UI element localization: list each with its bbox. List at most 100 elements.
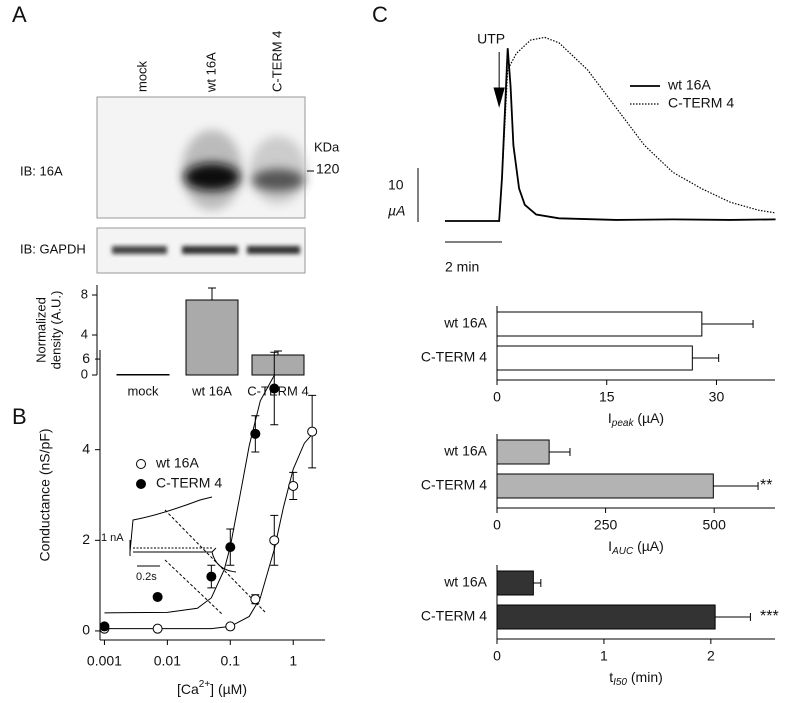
x-tick-label: 0.1 [221,653,241,669]
inset-scale: 0.2s [136,571,157,583]
y-tick-label: C-TERM 4 [421,477,487,493]
bar [185,299,239,376]
bar [496,439,550,465]
legend-marker [136,459,146,469]
scale-label: 2 min [445,259,479,275]
y-tick-label: 0 [82,622,90,638]
legend-label: wt 16A [667,77,711,93]
arrow [493,52,505,108]
label-part: I [608,410,612,426]
error-bar [713,482,759,490]
marker: 120 [316,161,340,177]
point [225,621,236,632]
label-part: peak [611,418,635,429]
label-part: 2+ [199,679,211,690]
blot-row-label: IB: GAPDH [20,241,86,256]
marker-unit: KDa [314,139,340,154]
fit-curve [104,375,275,614]
inset-trace [129,496,266,615]
scale-label: µA [388,203,405,219]
point [225,542,236,553]
point [269,535,280,546]
y-tick-label: 0 [81,366,88,381]
significance: ** [760,477,772,494]
y-tick-label: C-TERM 4 [421,608,487,624]
x-tick-label: 1 [289,653,297,669]
y-tick-label: wt 16A [443,315,487,331]
x-axis-label: tI50 (min) [609,669,663,688]
annotation: UTP [477,31,505,47]
error-bar [208,287,216,300]
bar [496,473,714,499]
x-tick-label: wt 16A [191,383,232,398]
x-tick-label: 2 [707,648,715,664]
y-tick-label: wt 16A [443,443,487,459]
point [307,426,318,437]
x-tick-label: 30 [709,389,725,405]
legend-label: C-TERM 4 [156,475,222,491]
bar [496,604,716,630]
error-bar [692,354,720,362]
y-axis-label: density (A.U.) [48,291,63,370]
bar [496,311,703,337]
y-tick-label: 6 [82,350,90,366]
x-tick-label: 0 [493,648,501,664]
x-tick-label: mock [127,383,159,398]
lane-label: mock [134,60,149,92]
label-part: I50 [613,677,627,688]
lane-label: C-TERM 4 [269,31,284,92]
y-tick-label: C-TERM 4 [421,349,487,365]
point [269,383,280,394]
point [152,623,163,634]
point [152,591,163,602]
fit-curve [104,433,313,630]
x-tick-label: 0.001 [87,653,122,669]
point [288,480,299,491]
x-axis-label: Ipeak (µA) [608,410,664,429]
panel-label: C [372,2,388,27]
significance: *** [760,608,779,625]
legend-label: wt 16A [155,455,199,471]
trace [445,48,776,222]
x-tick-label: 15 [599,389,615,405]
error-bar [701,320,754,328]
y-tick-label: 4 [82,440,90,456]
y-tick-label: wt 16A [443,574,487,590]
bar [251,354,305,376]
scale-label: 10 [388,177,404,193]
trace [445,36,776,222]
inset-scale: 1 nA [101,532,124,544]
x-axis-label: IAUC (µA) [608,538,664,557]
panel-label: B [12,404,27,429]
label-part: [Ca [177,681,199,697]
blot-gapdh [96,227,306,274]
panel-label: A [12,2,27,27]
bar [496,345,693,371]
x-tick-label: 0 [493,517,501,533]
error-bar [533,579,542,587]
y-tick-label: 2 [82,531,90,547]
label-part: (µA) [633,538,664,554]
y-tick-label: 8 [81,286,88,301]
y-axis-label: Normalized [33,297,48,363]
label-part: t [609,669,613,685]
x-tick-label: 1 [600,648,608,664]
legend-label: C-TERM 4 [668,95,734,111]
blot-16a [96,96,306,219]
x-tick-label: 500 [703,517,727,533]
point [250,594,261,605]
x-tick-label: 250 [594,517,618,533]
x-tick-label: 0.01 [154,653,181,669]
y-tick-label: 4 [81,326,88,341]
bar [496,570,534,596]
label-part: ] (µM) [210,681,247,697]
label-part: I [608,538,612,554]
bar [116,374,170,376]
x-axis-label: [Ca2+] (µM) [177,679,247,697]
legend-marker [136,479,146,489]
error-bar [549,448,571,456]
y-axis-label: Conductance (nS/pF) [37,428,53,561]
error-bar [715,613,751,621]
point [250,428,261,439]
